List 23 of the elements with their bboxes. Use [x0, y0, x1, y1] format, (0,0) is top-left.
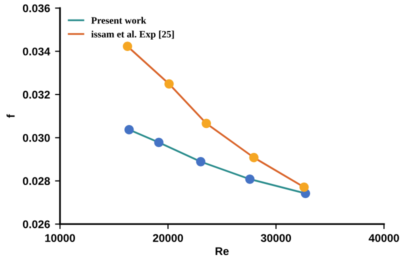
point [249, 152, 259, 162]
x-tick-label: 10000 [45, 234, 75, 242]
point [202, 118, 211, 128]
point [124, 125, 134, 134]
x-tick-label: 40000 [368, 234, 399, 242]
y-tick-label: 0.036 [22, 4, 50, 12]
y-tick-label: 0.030 [22, 134, 50, 142]
x-axis-title: Re [216, 247, 229, 256]
y-axis-title: f [6, 114, 15, 118]
legend-label: Present work [91, 16, 146, 24]
point [122, 42, 132, 51]
y-tick-label: 0.026 [22, 220, 50, 228]
legend-label: issam et al. Exp [25] [91, 30, 174, 40]
x-tick-label: 30000 [260, 234, 291, 242]
point [299, 182, 309, 192]
y-tick-label: 0.032 [22, 90, 50, 99]
x-tick-label: 20000 [152, 234, 183, 242]
point [245, 174, 255, 184]
point [196, 157, 206, 166]
point [154, 138, 164, 148]
y-tick-label: 0.028 [22, 177, 50, 186]
y-tick-label: 0.034 [22, 48, 50, 56]
point [164, 79, 174, 89]
